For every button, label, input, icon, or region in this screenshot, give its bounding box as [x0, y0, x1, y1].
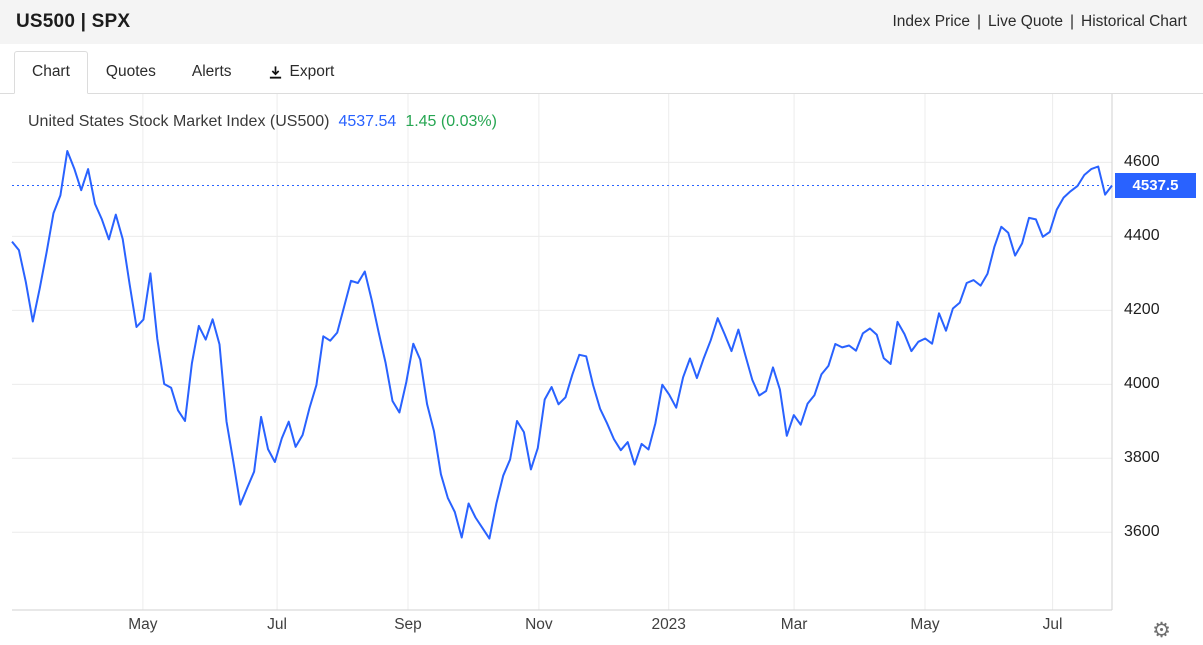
x-axis-tick-label: May	[128, 616, 158, 633]
header-link-historical-chart[interactable]: Historical Chart	[1081, 13, 1187, 30]
x-axis-tick-label: Jul	[1042, 616, 1063, 633]
header-link-index-price[interactable]: Index Price	[892, 13, 971, 30]
last-price-text: 4537.54	[338, 113, 397, 130]
tab-label: Quotes	[105, 63, 156, 80]
y-axis-tick-label: 4600	[1124, 153, 1160, 171]
header: US500 | SPX Index Price | Live Quote | Histo…	[0, 0, 1203, 44]
page-title: US500 | SPX	[16, 11, 131, 32]
header-link-separator: |	[1070, 13, 1075, 30]
chart-title: United States Stock Market Index (US500)	[28, 113, 330, 130]
price-line	[11, 150, 1113, 540]
y-axis-tick-label: 4200	[1124, 301, 1160, 319]
y-axis-tick-label: 4400	[1124, 227, 1160, 245]
x-axis-tick-label: Sep	[394, 616, 422, 633]
x-axis-tick-label: Nov	[525, 616, 553, 633]
x-axis-tick-label: Mar	[780, 616, 808, 633]
tab-export[interactable]: Export	[250, 51, 353, 94]
header-links: Index Price | Live Quote | Historical Chart	[892, 13, 1187, 31]
x-axis-tick-label: 2023	[651, 616, 686, 633]
header-link-separator: |	[977, 13, 982, 30]
tab-alerts[interactable]: Alerts	[174, 51, 250, 94]
header-link-live-quote[interactable]: Live Quote	[988, 13, 1064, 30]
tab-bar: Chart Quotes Alerts Export	[0, 44, 1203, 94]
y-axis-tick-label: 4000	[1124, 375, 1160, 393]
x-axis-tick-label: May	[910, 616, 940, 633]
tab-chart[interactable]: Chart	[14, 51, 88, 94]
price-axis-label: 4537.5	[1115, 173, 1196, 198]
price-chart-canvas[interactable]	[0, 94, 1203, 645]
price-change-text: 1.45 (0.03%)	[405, 113, 497, 130]
tab-quotes[interactable]: Quotes	[88, 51, 174, 94]
settings-gear-icon[interactable]: ⚙	[1152, 619, 1171, 642]
x-axis-tick-label: Jul	[267, 616, 288, 633]
tab-label: Export	[289, 63, 335, 80]
tab-label: Chart	[32, 63, 70, 80]
chart-title-row: United States Stock Market Index (US500)…	[28, 113, 497, 131]
y-axis-tick-label: 3600	[1124, 523, 1160, 541]
download-icon	[269, 65, 281, 79]
y-axis-tick-label: 3800	[1124, 449, 1160, 467]
chart-region[interactable]: United States Stock Market Index (US500)…	[0, 94, 1203, 645]
tab-label: Alerts	[191, 63, 232, 80]
